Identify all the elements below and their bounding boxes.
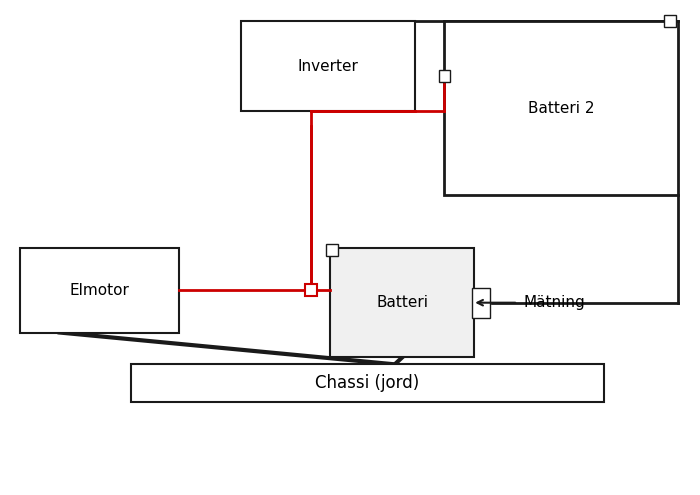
Bar (664, 15, 676, 27)
Text: Elmotor: Elmotor (69, 283, 130, 298)
Bar (444, 21, 678, 196)
Text: Mätning: Mätning (523, 295, 584, 310)
Text: Batteri 2: Batteri 2 (528, 101, 594, 116)
Bar (326, 244, 338, 256)
Text: Chassi (jord): Chassi (jord) (315, 374, 419, 392)
Bar (305, 284, 317, 296)
Bar (241, 21, 414, 111)
Bar (438, 70, 450, 82)
Text: Inverter: Inverter (298, 58, 358, 74)
Text: Batteri: Batteri (376, 295, 428, 310)
Bar (473, 288, 490, 318)
Bar (20, 248, 179, 333)
Bar (131, 364, 603, 402)
Bar (330, 248, 475, 357)
